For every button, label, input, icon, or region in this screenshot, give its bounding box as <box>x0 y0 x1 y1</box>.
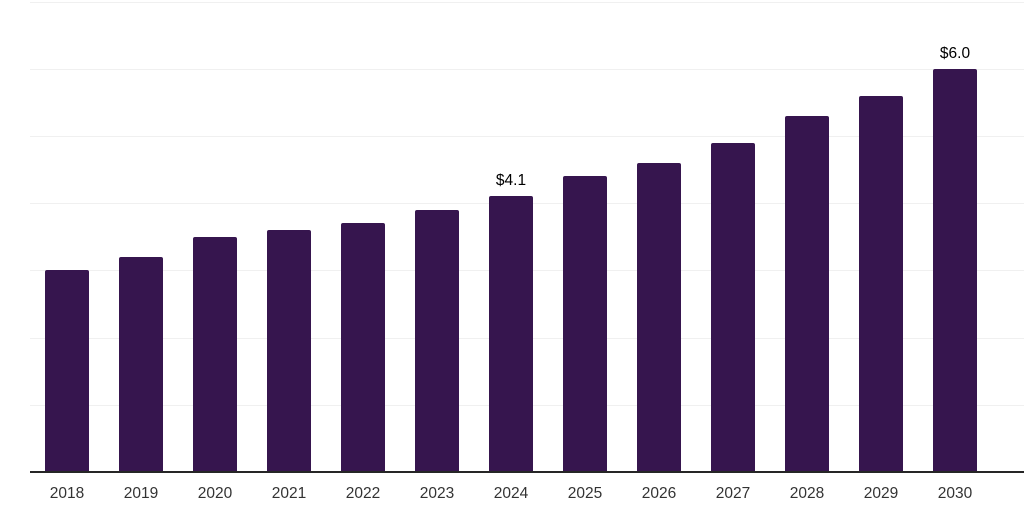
gridline <box>30 136 1024 137</box>
bar-2023 <box>415 209 459 472</box>
x-tick-label: 2020 <box>197 485 233 502</box>
gridline <box>30 2 1024 3</box>
x-tick-label: 2029 <box>863 485 899 502</box>
bar-2024 <box>489 196 533 472</box>
bar-2028 <box>785 115 829 472</box>
bar-value-label: $4.1 <box>495 172 527 190</box>
x-tick-label: 2022 <box>345 485 381 502</box>
bar-2029 <box>859 95 903 472</box>
bar-2021 <box>267 230 311 472</box>
x-tick-label: 2019 <box>123 485 159 502</box>
gridline <box>30 69 1024 70</box>
bar-2018 <box>45 270 89 472</box>
x-tick-label: 2030 <box>937 485 973 502</box>
x-tick-label: 2024 <box>493 485 529 502</box>
x-tick-label: 2027 <box>715 485 751 502</box>
x-tick-label: 2023 <box>419 485 455 502</box>
bar-2019 <box>119 256 163 472</box>
bar-2020 <box>193 236 237 472</box>
x-axis-line <box>30 471 1024 473</box>
x-tick-label: 2026 <box>641 485 677 502</box>
bar-value-label: $6.0 <box>939 44 971 62</box>
x-tick-label: 2021 <box>271 485 307 502</box>
bar-2030 <box>933 68 977 472</box>
bar-2027 <box>711 142 755 472</box>
bar-2025 <box>563 176 607 472</box>
x-tick-label: 2028 <box>789 485 825 502</box>
bar-2026 <box>637 162 681 472</box>
x-tick-label: 2018 <box>49 485 85 502</box>
x-tick-label: 2025 <box>567 485 603 502</box>
bar-2022 <box>341 223 385 472</box>
